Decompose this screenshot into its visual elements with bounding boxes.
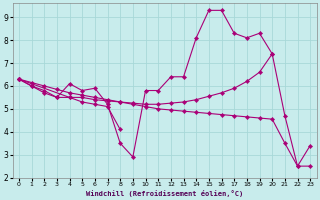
X-axis label: Windchill (Refroidissement éolien,°C): Windchill (Refroidissement éolien,°C) (86, 190, 243, 197)
